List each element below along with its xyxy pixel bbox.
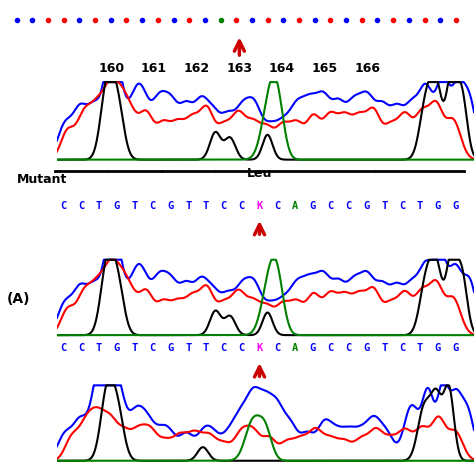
Text: C: C <box>149 201 155 211</box>
Text: G: G <box>310 343 316 354</box>
Text: 166: 166 <box>355 62 380 75</box>
Text: C: C <box>238 201 245 211</box>
Text: T: T <box>203 343 209 354</box>
Text: C: C <box>328 343 334 354</box>
Text: T: T <box>185 343 191 354</box>
Text: G: G <box>364 201 370 211</box>
Text: G: G <box>167 343 173 354</box>
Text: C: C <box>60 201 66 211</box>
Text: T: T <box>417 343 423 354</box>
Text: C: C <box>78 343 84 354</box>
Text: T: T <box>96 201 102 211</box>
Text: G: G <box>364 343 370 354</box>
Text: 160: 160 <box>98 62 125 75</box>
Text: T: T <box>132 343 138 354</box>
Text: C: C <box>399 201 405 211</box>
Text: (A): (A) <box>7 292 31 306</box>
Text: C: C <box>274 343 281 354</box>
Text: C: C <box>78 201 84 211</box>
Text: C: C <box>149 343 155 354</box>
Text: G: G <box>310 201 316 211</box>
Text: T: T <box>132 201 138 211</box>
Text: Mutant: Mutant <box>17 173 67 186</box>
Text: C: C <box>346 201 352 211</box>
Text: A: A <box>292 201 298 211</box>
Text: G: G <box>435 201 441 211</box>
Text: G: G <box>453 343 459 354</box>
Text: C: C <box>238 343 245 354</box>
Text: T: T <box>203 201 209 211</box>
Text: K: K <box>256 343 263 354</box>
Text: T: T <box>185 201 191 211</box>
Text: 165: 165 <box>311 62 338 75</box>
Text: C: C <box>346 343 352 354</box>
Text: 162: 162 <box>183 62 210 75</box>
Text: 164: 164 <box>269 62 295 75</box>
Text: T: T <box>381 201 387 211</box>
Text: C: C <box>221 343 227 354</box>
Text: G: G <box>114 343 120 354</box>
Text: C: C <box>221 201 227 211</box>
Text: G: G <box>435 343 441 354</box>
Text: 163: 163 <box>227 62 252 75</box>
Text: C: C <box>328 201 334 211</box>
Text: K: K <box>256 201 263 211</box>
Text: C: C <box>60 343 66 354</box>
Text: A: A <box>292 343 298 354</box>
Text: C: C <box>399 343 405 354</box>
Text: 161: 161 <box>141 62 167 75</box>
Text: C: C <box>274 201 281 211</box>
Text: T: T <box>96 343 102 354</box>
Text: Leu: Leu <box>247 166 272 180</box>
Text: G: G <box>114 201 120 211</box>
Text: T: T <box>417 201 423 211</box>
Text: G: G <box>167 201 173 211</box>
Text: T: T <box>381 343 387 354</box>
Text: G: G <box>453 201 459 211</box>
